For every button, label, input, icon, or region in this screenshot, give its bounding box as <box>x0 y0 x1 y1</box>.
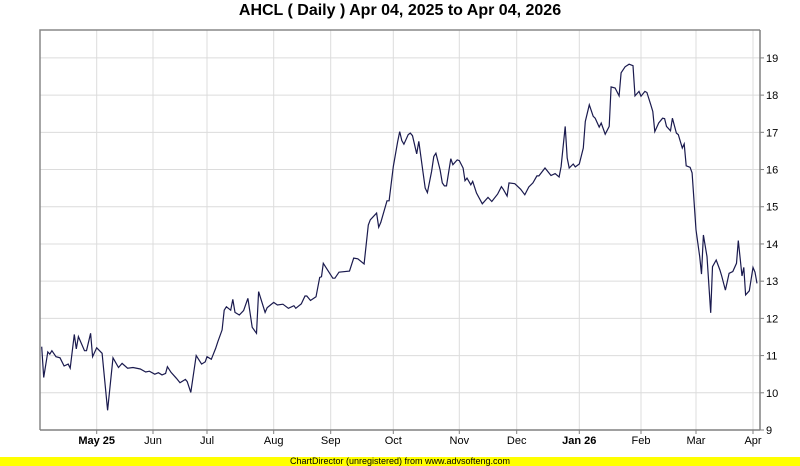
x-tick-label: Jul <box>200 435 214 447</box>
y-tick-label: 15 <box>766 202 778 214</box>
y-tick-label: 18 <box>766 90 778 102</box>
chart-title: AHCL ( Daily ) Apr 04, 2025 to Apr 04, 2… <box>238 2 562 19</box>
x-tick-label: Jun <box>144 435 162 447</box>
y-tick-label: 12 <box>766 313 778 325</box>
x-tick-label: Jan 26 <box>562 435 596 447</box>
y-tick-label: 17 <box>766 127 778 139</box>
plot-border <box>39 29 760 430</box>
x-tick-label: Nov <box>450 435 470 447</box>
x-tick-label: May 25 <box>78 435 115 447</box>
y-tick-label: 14 <box>766 239 778 251</box>
plot-area <box>40 30 760 430</box>
price-line <box>41 63 758 411</box>
x-tick-label: Dec <box>507 435 527 447</box>
watermark-footer: ChartDirector (unregistered) from www.ad… <box>0 457 800 466</box>
y-tick-label: 11 <box>766 351 777 363</box>
y-tick-label: 16 <box>766 165 778 177</box>
x-tick-label: Apr <box>744 435 761 447</box>
y-tick-label: 9 <box>766 425 772 437</box>
y-tick-label: 19 <box>766 53 778 65</box>
x-tick-label: Sep <box>321 435 341 447</box>
x-tick-label: Mar <box>687 435 706 447</box>
x-tick-label: Feb <box>632 435 651 447</box>
y-tick-label: 13 <box>766 276 778 288</box>
y-tick-label: 10 <box>766 388 778 400</box>
x-tick-label: Oct <box>385 435 402 447</box>
x-tick-label: Aug <box>264 435 284 447</box>
